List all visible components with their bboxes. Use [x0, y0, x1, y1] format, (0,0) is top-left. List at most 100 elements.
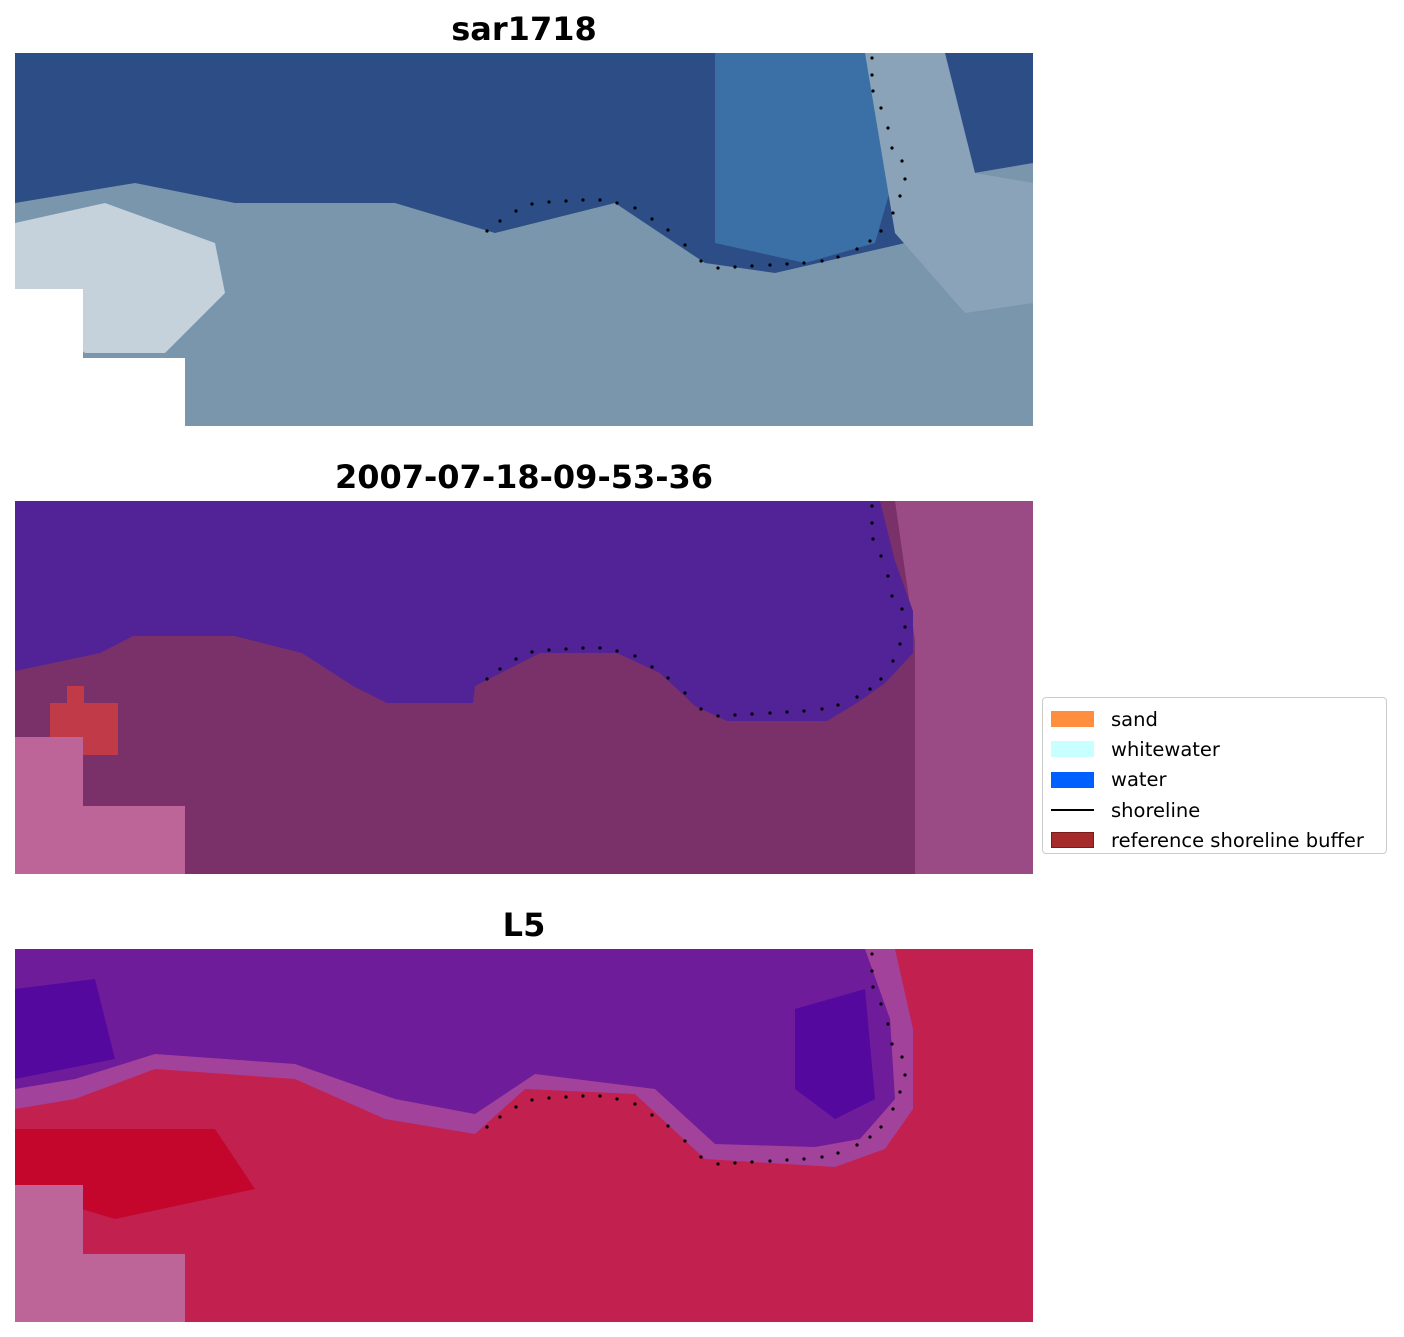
nodata-area: [15, 358, 185, 426]
shoreline-point: [855, 695, 859, 699]
shoreline-point: [855, 1143, 859, 1147]
shoreline-point: [514, 209, 518, 213]
legend: sand whitewater water shoreline referenc…: [1042, 697, 1387, 854]
shoreline-point: [891, 211, 895, 215]
index-image-panel: [15, 949, 1033, 1322]
shoreline-point: [768, 1159, 772, 1163]
shoreline-point: [615, 1097, 619, 1101]
shoreline-point: [870, 73, 874, 77]
shoreline-point: [903, 1073, 907, 1077]
legend-label: reference shoreline buffer: [1111, 828, 1364, 852]
shoreline-point: [898, 642, 902, 646]
shoreline-point: [870, 521, 874, 525]
legend-label: whitewater: [1111, 737, 1220, 761]
shoreline-point: [879, 106, 883, 110]
water-swatch: [1051, 771, 1094, 788]
shoreline-point: [820, 1155, 824, 1159]
shoreline-point: [886, 126, 890, 130]
surf-zone: [865, 53, 1033, 313]
shoreline-point: [547, 1096, 551, 1100]
shoreline-point: [870, 952, 874, 956]
legend-label: water: [1111, 768, 1167, 792]
shoreline-point: [581, 198, 585, 202]
shoreline-point: [581, 646, 585, 650]
index-water-area: [15, 949, 895, 1147]
shoreline-point: [650, 217, 654, 221]
legend-label: shoreline: [1111, 798, 1201, 822]
shoreline-point: [879, 677, 883, 681]
shoreline-point: [666, 1124, 670, 1128]
shoreline-point: [868, 687, 872, 691]
shoreline-point: [871, 89, 875, 93]
shoreline-point: [785, 262, 789, 266]
shoreline-point: [485, 229, 489, 233]
shoreline-point: [547, 200, 551, 204]
shoreline-point: [699, 259, 703, 263]
shoreline-point: [650, 1113, 654, 1117]
legend-item-sand: sand: [1051, 704, 1386, 734]
shoreline-point: [900, 607, 904, 611]
shoreline-point: [785, 1158, 789, 1162]
shoreline-point: [699, 707, 703, 711]
shoreline-point: [802, 709, 806, 713]
shoreline-point: [750, 264, 754, 268]
legend-item-water: water: [1051, 765, 1386, 795]
shoreline-point: [683, 1139, 687, 1143]
shoreline-point: [750, 1160, 754, 1164]
shoreline-point: [485, 677, 489, 681]
shoreline-point: [879, 1125, 883, 1129]
shoreline-point: [699, 1155, 703, 1159]
panel-title-classification: 2007-07-18-09-53-36: [334, 458, 714, 496]
shoreline-point: [879, 1002, 883, 1006]
shoreline-point: [716, 714, 720, 718]
shoreline-point: [514, 657, 518, 661]
shoreline-point: [898, 1090, 902, 1094]
shoreline-point: [683, 691, 687, 695]
rgb-image-panel: [15, 53, 1033, 426]
shoreline-point: [836, 703, 840, 707]
shoreline-point: [890, 146, 894, 150]
reference-shoreline-buffer-swatch: [1051, 832, 1094, 849]
legend-label: sand: [1111, 707, 1158, 731]
panel-title-index: L5: [502, 906, 546, 944]
shoreline-point: [891, 659, 895, 663]
legend-item-shoreline: shoreline: [1051, 795, 1386, 825]
shoreline-point: [870, 56, 874, 60]
shoreline-point: [891, 1107, 895, 1111]
shoreline-point: [581, 1094, 585, 1098]
shoreline-point: [716, 1162, 720, 1166]
shoreline-point: [879, 229, 883, 233]
shoreline-point: [547, 648, 551, 652]
shoreline-point: [768, 711, 772, 715]
shoreline-point: [498, 1115, 502, 1119]
panel-title-rgb: sar1718: [451, 10, 597, 48]
shoreline-point: [820, 707, 824, 711]
shoreline-point: [903, 177, 907, 181]
shoreline-point: [871, 985, 875, 989]
shoreline-point: [598, 198, 602, 202]
shoreline-point: [890, 1042, 894, 1046]
water-class-area: [15, 501, 913, 721]
shoreline-point: [633, 1102, 637, 1106]
sand-swatch: [1051, 711, 1094, 728]
shoreline-point: [564, 1095, 568, 1099]
shoreline-point: [855, 247, 859, 251]
shoreline-point: [871, 537, 875, 541]
shoreline-point: [900, 1055, 904, 1059]
shoreline-point: [598, 1094, 602, 1098]
shoreline-point: [879, 554, 883, 558]
index-water-deep: [15, 979, 115, 1079]
shoreline-point: [716, 266, 720, 270]
shoreline-point: [598, 646, 602, 650]
shallow-water-area: [715, 53, 895, 263]
shoreline-point: [733, 265, 737, 269]
shoreline-point: [886, 1022, 890, 1026]
shoreline-point: [666, 228, 670, 232]
shoreline-point: [836, 255, 840, 259]
shoreline-point: [485, 1125, 489, 1129]
shoreline-point: [870, 969, 874, 973]
shoreline-point: [836, 1151, 840, 1155]
shoreline-point: [733, 713, 737, 717]
shoreline-point: [530, 650, 534, 654]
shoreline-point: [666, 676, 670, 680]
